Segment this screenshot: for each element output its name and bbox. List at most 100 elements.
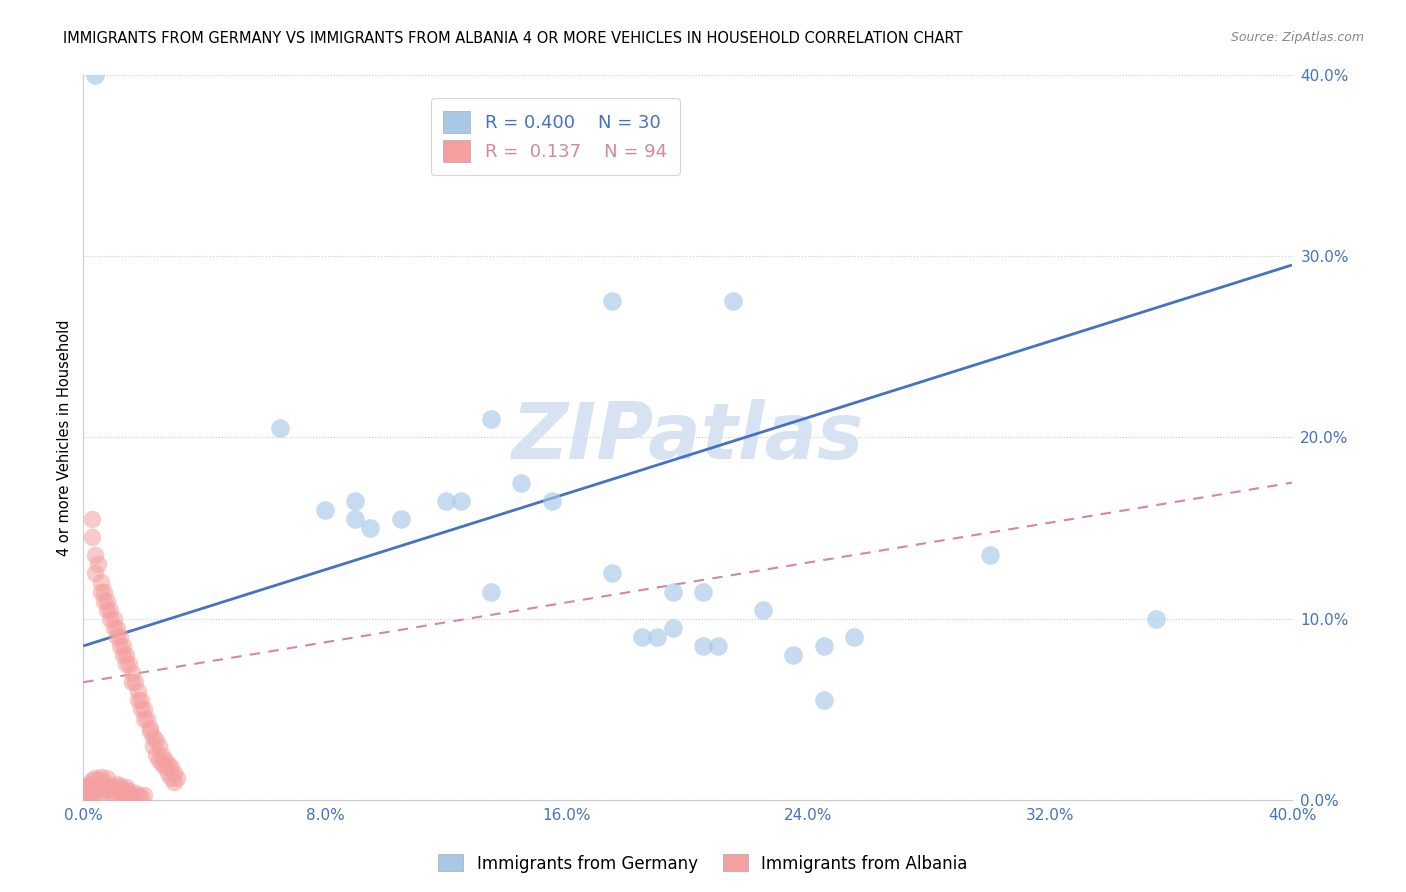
Point xyxy=(105,621,128,635)
Point xyxy=(114,648,136,662)
Point xyxy=(647,630,669,644)
Point xyxy=(124,675,146,690)
Point xyxy=(540,493,562,508)
Point xyxy=(163,766,186,780)
Point xyxy=(84,782,107,797)
Point xyxy=(692,584,714,599)
Point xyxy=(600,294,623,309)
Point xyxy=(82,530,104,544)
Point xyxy=(813,693,835,707)
Point xyxy=(100,612,122,626)
Point xyxy=(96,602,118,616)
Point xyxy=(127,684,149,698)
Point xyxy=(87,773,110,788)
Point xyxy=(93,584,115,599)
Point xyxy=(160,760,183,774)
Point xyxy=(142,730,165,744)
Point xyxy=(75,791,97,805)
Point xyxy=(75,782,97,797)
Point xyxy=(90,575,112,590)
Text: ZIPatlas: ZIPatlas xyxy=(512,400,863,475)
Point xyxy=(108,779,131,793)
Point xyxy=(148,753,170,767)
Point xyxy=(100,786,122,800)
Legend: R = 0.400    N = 30, R =  0.137    N = 94: R = 0.400 N = 30, R = 0.137 N = 94 xyxy=(430,98,679,175)
Point xyxy=(117,657,139,671)
Point xyxy=(139,724,162,739)
Point xyxy=(84,548,107,562)
Point xyxy=(752,602,775,616)
Point xyxy=(129,702,152,716)
Point xyxy=(84,791,107,805)
Point xyxy=(156,756,179,771)
Point xyxy=(79,780,101,795)
Point xyxy=(842,630,865,644)
Point xyxy=(269,421,291,435)
Point xyxy=(117,788,139,802)
Point xyxy=(96,772,118,786)
Point xyxy=(103,788,125,802)
Text: IMMIGRANTS FROM GERMANY VS IMMIGRANTS FROM ALBANIA 4 OR MORE VEHICLES IN HOUSEHO: IMMIGRANTS FROM GERMANY VS IMMIGRANTS FR… xyxy=(63,31,963,46)
Point xyxy=(82,786,104,800)
Point xyxy=(389,512,412,526)
Point xyxy=(108,639,131,653)
Point xyxy=(127,788,149,802)
Point xyxy=(114,657,136,671)
Point xyxy=(153,760,176,774)
Point xyxy=(82,773,104,788)
Point xyxy=(129,789,152,804)
Point xyxy=(87,780,110,795)
Point xyxy=(132,788,155,802)
Point xyxy=(166,772,188,786)
Point xyxy=(707,639,730,653)
Point xyxy=(129,693,152,707)
Point xyxy=(79,784,101,798)
Point xyxy=(114,780,136,795)
Point xyxy=(661,621,683,635)
Point xyxy=(84,68,107,82)
Point xyxy=(105,630,128,644)
Point xyxy=(93,784,115,798)
Point xyxy=(111,782,134,797)
Point xyxy=(108,786,131,800)
Point xyxy=(87,558,110,572)
Point xyxy=(132,702,155,716)
Point xyxy=(510,475,533,490)
Point xyxy=(111,639,134,653)
Point xyxy=(721,294,744,309)
Point xyxy=(813,639,835,653)
Point xyxy=(782,648,804,662)
Point xyxy=(105,784,128,798)
Point xyxy=(121,789,143,804)
Point xyxy=(96,782,118,797)
Point xyxy=(82,512,104,526)
Point xyxy=(145,733,167,747)
Point xyxy=(84,772,107,786)
Point xyxy=(84,777,107,791)
Point xyxy=(661,584,683,599)
Point xyxy=(84,566,107,581)
Text: Source: ZipAtlas.com: Source: ZipAtlas.com xyxy=(1230,31,1364,45)
Point xyxy=(75,779,97,793)
Point xyxy=(90,779,112,793)
Point xyxy=(479,412,502,426)
Point xyxy=(124,786,146,800)
Point xyxy=(114,786,136,800)
Point xyxy=(132,712,155,726)
Point xyxy=(148,739,170,753)
Point xyxy=(111,648,134,662)
Point xyxy=(103,780,125,795)
Point xyxy=(90,584,112,599)
Point xyxy=(79,777,101,791)
Point xyxy=(127,693,149,707)
Point xyxy=(139,721,162,735)
Point xyxy=(163,775,186,789)
Point xyxy=(344,493,367,508)
Point xyxy=(108,630,131,644)
Point xyxy=(103,612,125,626)
Point xyxy=(121,675,143,690)
Point xyxy=(979,548,1001,562)
Point xyxy=(82,789,104,804)
Point xyxy=(135,712,157,726)
Point xyxy=(145,747,167,762)
